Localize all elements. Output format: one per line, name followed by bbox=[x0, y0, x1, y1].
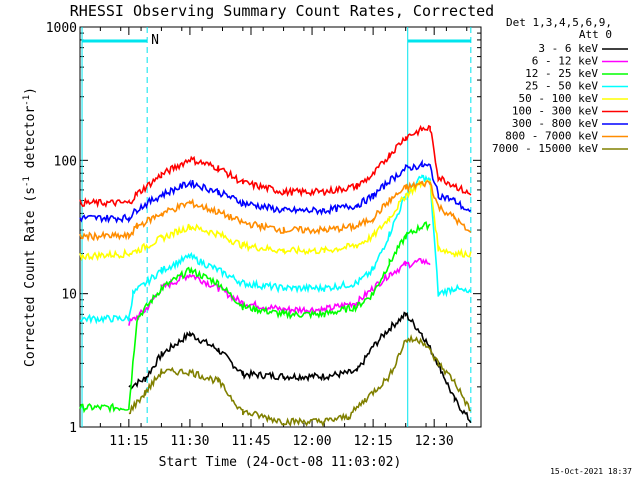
series-line bbox=[128, 257, 431, 326]
legend-label: 25 - 50 keV bbox=[525, 80, 598, 93]
x-tick-label: 12:15 bbox=[354, 434, 393, 449]
series-group bbox=[79, 124, 472, 428]
legend-label: 50 - 100 keV bbox=[519, 92, 599, 105]
series-line bbox=[79, 221, 431, 414]
legend-label: 800 - 7000 keV bbox=[505, 130, 598, 143]
series-line bbox=[128, 311, 472, 424]
legend-label: 7000 - 15000 keV bbox=[492, 142, 598, 155]
y-tick-label: 100 bbox=[54, 154, 77, 169]
series-line bbox=[79, 159, 472, 224]
legend-label: 12 - 25 keV bbox=[525, 67, 598, 80]
series-line bbox=[128, 333, 471, 428]
flag-label: N bbox=[151, 33, 159, 48]
legend-header: Att 0 bbox=[579, 28, 612, 41]
y-tick-label: 1000 bbox=[46, 21, 77, 36]
y-tick-label: 1 bbox=[69, 421, 77, 436]
observation-markers: N bbox=[81, 27, 472, 427]
x-tick-label: 12:00 bbox=[292, 434, 331, 449]
legend-label: 100 - 300 keV bbox=[512, 105, 598, 118]
legend-label: 6 - 12 keV bbox=[532, 55, 599, 68]
legend-label: 3 - 6 keV bbox=[538, 42, 598, 55]
plot-frame bbox=[79, 26, 482, 428]
axes: 1 10 100 1000 11:15 11:30 11:45 12:00 12:15 12:30 bbox=[46, 21, 481, 449]
chart-title: RHESSI Observing Summary Count Rates, Co… bbox=[70, 2, 494, 20]
series-line bbox=[79, 124, 472, 209]
legend-label: 300 - 800 keV bbox=[512, 117, 598, 130]
x-tick-label: 11:45 bbox=[231, 434, 270, 449]
legend-header: Det 1,3,4,5,6,9, bbox=[506, 16, 612, 29]
x-tick-label: 11:15 bbox=[109, 434, 148, 449]
x-axis-label: Start Time (24-Oct-08 11:03:02) bbox=[159, 455, 402, 470]
y-axis-label: Corrected Count Rate (s-1 detector-1) bbox=[22, 87, 38, 367]
y-tick-label: 10 bbox=[61, 288, 77, 303]
x-tick-label: 12:30 bbox=[415, 434, 454, 449]
x-tick-label: 11:30 bbox=[170, 434, 209, 449]
series-line bbox=[79, 180, 472, 242]
timestamp: 15-Oct-2021 18:37 bbox=[550, 467, 632, 476]
series-line bbox=[79, 179, 472, 262]
